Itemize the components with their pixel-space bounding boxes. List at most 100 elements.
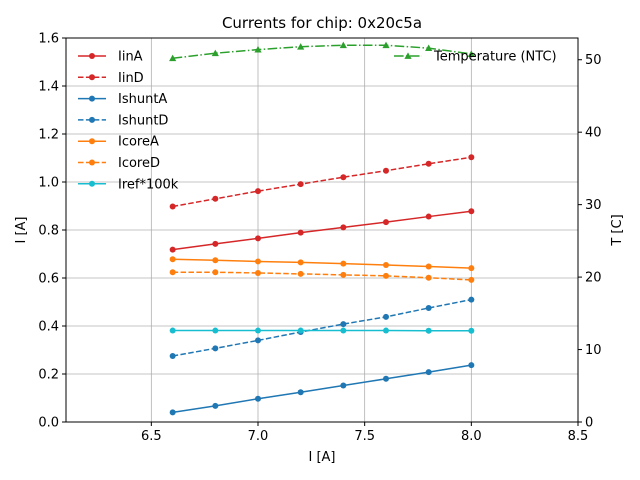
data-point-iref-100k xyxy=(212,327,219,334)
legend-marker-iina xyxy=(89,53,95,59)
series-layer xyxy=(169,41,475,416)
data-point-temperature-ntc xyxy=(467,50,475,57)
data-point-icored xyxy=(169,269,176,276)
series-ishuntd xyxy=(169,296,475,359)
legend-entry-iina: IinA xyxy=(78,50,143,65)
x-tick-label: 6.5 xyxy=(141,429,162,444)
x-axis-label: I [A] xyxy=(308,450,335,465)
data-point-icorea xyxy=(383,262,389,269)
x-tick-label: 7.5 xyxy=(354,429,375,444)
data-point-iind xyxy=(297,181,304,188)
data-point-ishuntd xyxy=(425,305,432,311)
series-line-icorea xyxy=(172,258,472,269)
legend-marker-ishuntd xyxy=(89,116,95,123)
data-point-icorea xyxy=(297,259,304,266)
data-point-iind xyxy=(255,188,261,195)
data-point-ishuntd xyxy=(169,353,176,359)
chart-title: Currents for chip: 0x20c5a xyxy=(222,14,422,32)
legend-entry-icored: IcoreD xyxy=(78,156,160,171)
data-point-ishunta xyxy=(383,375,389,382)
y-tick-label: 1.4 xyxy=(38,80,59,95)
legend-marker-ishunta xyxy=(89,95,95,102)
legend-label-icored: IcoreD xyxy=(118,156,160,171)
series-line-ishuntd xyxy=(172,298,472,357)
data-point-iina xyxy=(212,240,219,247)
legend-marker-iref-100k xyxy=(89,180,95,187)
legend-label-iind: IinD xyxy=(118,71,144,86)
data-point-iref-100k xyxy=(340,327,347,334)
series-ishunta xyxy=(169,362,475,416)
series-line-ishunta xyxy=(172,364,472,414)
y2-tick-label: 40 xyxy=(585,126,602,141)
y2-axis-label: T [C] xyxy=(610,214,625,246)
series-temperature-ntc xyxy=(169,41,475,62)
y2-tick-label: 30 xyxy=(585,198,602,213)
data-point-iina xyxy=(383,219,389,226)
series-icored xyxy=(169,269,475,283)
y-tick-label: 0.4 xyxy=(38,320,59,335)
legend-marker-icorea xyxy=(89,138,95,145)
data-point-icored xyxy=(383,272,389,279)
data-point-icorea xyxy=(212,257,219,264)
data-point-icored xyxy=(468,276,475,283)
data-point-ishunta xyxy=(468,362,475,369)
data-point-iref-100k xyxy=(169,327,176,334)
legend-label-temperature-ntc: Temperature (NTC) xyxy=(433,50,557,65)
data-point-iref-100k xyxy=(255,327,261,334)
data-point-iind xyxy=(169,203,176,210)
y-axis-label: I [A] xyxy=(14,216,29,243)
legend-entry-iind: IinD xyxy=(78,71,144,86)
legend-layer: IinA IinD IshuntA IshuntD IcoreA IcoreD Iref*1… xyxy=(78,50,557,192)
data-point-icored xyxy=(255,269,261,276)
axes-layer: 6.5 7.0 7.5 8.0 8.5 0.0 0.2 0.4 0.6 0.8 1.0 1.2 1.4 1… xyxy=(38,32,601,445)
data-point-iina xyxy=(255,235,261,242)
data-point-iina xyxy=(169,246,176,253)
data-point-ishunta xyxy=(169,409,176,416)
series-line-iind xyxy=(172,156,472,208)
data-point-ishunta xyxy=(297,389,304,396)
legend-entry-ishuntd: IshuntD xyxy=(78,113,168,128)
legend-entry-iref-100k: Iref*100k xyxy=(78,177,179,192)
series-line-icored xyxy=(172,271,472,281)
legend-label-iina: IinA xyxy=(118,50,143,65)
x-tick-label: 7.0 xyxy=(248,429,269,444)
data-point-icored xyxy=(340,271,347,278)
y-tick-label: 0.2 xyxy=(38,368,59,383)
data-point-icorea xyxy=(340,260,347,267)
y-tick-label: 0.0 xyxy=(38,416,59,431)
data-point-icorea xyxy=(425,263,432,270)
data-point-ishuntd xyxy=(340,321,347,328)
data-point-ishunta xyxy=(340,382,347,389)
data-point-iina xyxy=(297,229,304,236)
y2-tick-label: 0 xyxy=(585,416,593,431)
legend-marker-iind xyxy=(89,74,95,81)
series-iind xyxy=(169,154,475,210)
data-point-iind xyxy=(425,160,432,167)
data-point-iina xyxy=(340,224,347,231)
data-point-icorea xyxy=(468,265,475,272)
data-point-temperature-ntc xyxy=(339,41,347,49)
data-point-icorea xyxy=(255,258,261,265)
data-point-ishuntd xyxy=(468,296,475,303)
data-point-iind xyxy=(340,174,347,181)
legend-label-icorea: IcoreA xyxy=(118,135,159,150)
legend-marker-temperature-ntc xyxy=(404,52,412,59)
y-tick-label: 1.2 xyxy=(38,128,59,143)
data-point-iina xyxy=(425,213,432,220)
data-point-icored xyxy=(297,270,304,277)
data-point-temperature-ntc xyxy=(382,41,390,49)
data-point-temperature-ntc xyxy=(297,43,305,50)
data-point-iref-100k xyxy=(425,327,432,334)
data-point-ishuntd xyxy=(255,337,261,344)
data-point-temperature-ntc xyxy=(211,49,219,57)
y-tick-label: 1.6 xyxy=(38,32,59,47)
legend-entry-icorea: IcoreA xyxy=(78,135,159,150)
series-icorea xyxy=(169,256,475,272)
data-point-iind xyxy=(383,167,389,174)
data-point-iref-100k xyxy=(383,327,389,334)
data-point-temperature-ntc xyxy=(254,45,262,53)
y2-tick-label: 50 xyxy=(585,53,602,68)
legend-label-iref-100k: Iref*100k xyxy=(118,177,179,192)
